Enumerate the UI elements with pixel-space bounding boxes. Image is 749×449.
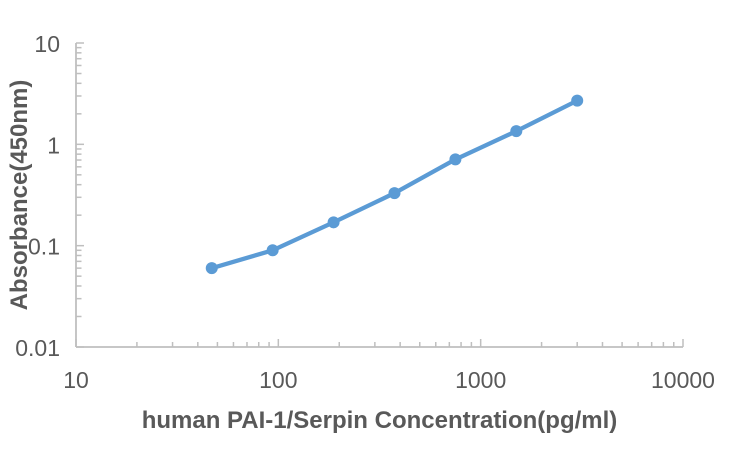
y-axis-title: Absorbance(450nm) bbox=[6, 79, 33, 311]
y-tick-label: 1 bbox=[47, 132, 60, 158]
data-point bbox=[449, 153, 462, 166]
x-tick-label: 10 bbox=[63, 367, 89, 393]
data-point bbox=[327, 216, 340, 229]
x-tick-label: 1000 bbox=[455, 367, 506, 393]
y-tick-label: 10 bbox=[34, 31, 60, 57]
x-tick-label: 10000 bbox=[651, 367, 715, 393]
x-axis-title: human PAI-1/Serpin Concentration(pg/ml) bbox=[141, 407, 618, 434]
data-point bbox=[388, 187, 401, 200]
data-point bbox=[510, 125, 523, 138]
data-point bbox=[571, 94, 584, 107]
series-line bbox=[209, 98, 580, 271]
y-tick-label: 0.01 bbox=[15, 335, 60, 361]
y-tick-label: 0.1 bbox=[28, 234, 60, 260]
data-point bbox=[205, 262, 218, 275]
x-tick-label: 100 bbox=[259, 367, 297, 393]
data-point bbox=[266, 244, 279, 257]
